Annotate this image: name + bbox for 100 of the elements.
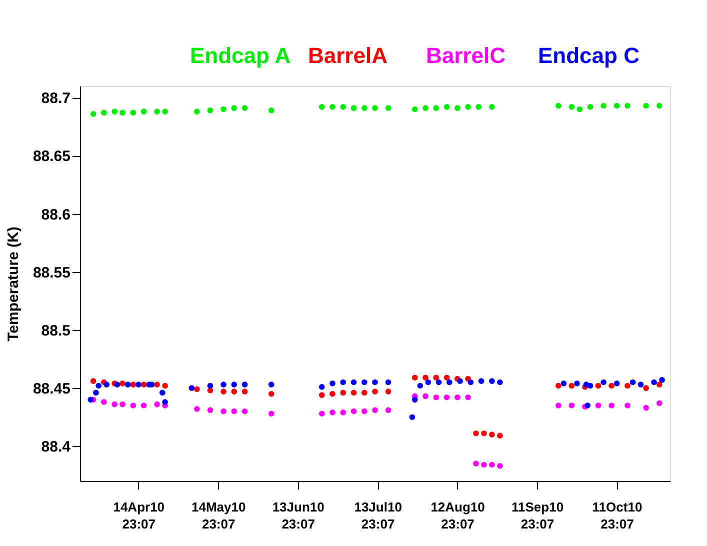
- point: [433, 105, 440, 111]
- x-tick-label: 13Jul10 23:07: [354, 500, 402, 532]
- point: [433, 394, 440, 400]
- point: [468, 379, 474, 386]
- point: [220, 388, 226, 394]
- point: [444, 394, 450, 400]
- point: [624, 402, 630, 408]
- point: [489, 104, 495, 110]
- point: [136, 382, 142, 388]
- point: [643, 404, 649, 411]
- point: [624, 102, 630, 109]
- point: [465, 104, 471, 110]
- point: [465, 394, 471, 400]
- point: [412, 106, 418, 112]
- point: [350, 379, 357, 386]
- x-tick-label: 11Oct10 23:07: [592, 500, 642, 532]
- point: [350, 408, 357, 414]
- point: [638, 382, 644, 388]
- point: [124, 382, 131, 388]
- point: [340, 104, 346, 110]
- point: [489, 462, 495, 468]
- point: [112, 108, 118, 114]
- point: [159, 390, 166, 396]
- point: [220, 382, 226, 388]
- point: [659, 377, 665, 383]
- point: [651, 379, 657, 386]
- point: [231, 105, 238, 111]
- point: [587, 382, 594, 389]
- point: [560, 380, 567, 386]
- point: [318, 104, 325, 110]
- point: [473, 460, 479, 466]
- point: [194, 386, 200, 392]
- x-tick-label: 11Sep10 23:07: [511, 500, 564, 532]
- point: [130, 402, 136, 408]
- point: [496, 462, 503, 469]
- point: [361, 379, 368, 386]
- x-tick-label: 12Aug10 23:07: [430, 500, 485, 532]
- point: [614, 102, 620, 109]
- point: [481, 430, 487, 436]
- point: [162, 399, 168, 405]
- point: [608, 382, 614, 389]
- point: [614, 380, 620, 386]
- point: [242, 408, 248, 414]
- point: [624, 382, 630, 389]
- text: BarrelA: [308, 43, 388, 68]
- point: [350, 105, 357, 111]
- point: [231, 408, 238, 414]
- point: [330, 104, 336, 110]
- point: [568, 402, 575, 408]
- point: [140, 108, 147, 114]
- point: [555, 382, 562, 389]
- point: [496, 432, 503, 439]
- point: [496, 379, 503, 386]
- point: [372, 379, 378, 386]
- point: [361, 105, 368, 111]
- point: [595, 402, 602, 408]
- point: [457, 378, 463, 384]
- y-tick-label: 88.6: [41, 206, 70, 224]
- y-tick-label: 88.7: [41, 90, 70, 108]
- point: [330, 410, 336, 416]
- point: [207, 107, 214, 114]
- point: [340, 390, 346, 396]
- point: [340, 379, 346, 386]
- series-label: Endcap A: [190, 43, 291, 68]
- text: BarrelC: [426, 43, 506, 68]
- point: [162, 108, 168, 114]
- point: [268, 382, 274, 388]
- point: [568, 104, 575, 110]
- point: [454, 105, 460, 111]
- point: [330, 390, 336, 397]
- point: [608, 402, 614, 408]
- point: [454, 394, 460, 400]
- point: [412, 374, 418, 381]
- point: [568, 382, 575, 389]
- point: [372, 388, 378, 394]
- point: [422, 374, 428, 381]
- point: [417, 382, 424, 389]
- point: [188, 385, 195, 391]
- point: [154, 382, 160, 388]
- text: Endcap C: [538, 43, 640, 68]
- point: [473, 430, 479, 436]
- point: [409, 414, 416, 420]
- point: [120, 380, 126, 386]
- y-tick-label: 88.55: [32, 264, 70, 282]
- point: [385, 379, 392, 386]
- point: [220, 408, 226, 414]
- point: [478, 378, 484, 384]
- y-axis-title: Temperature (K): [4, 226, 22, 342]
- point: [114, 382, 120, 388]
- point: [446, 379, 452, 386]
- point: [574, 380, 580, 386]
- point: [643, 102, 649, 109]
- point: [361, 408, 368, 414]
- point: [112, 401, 118, 408]
- point: [120, 110, 126, 116]
- point: [242, 388, 248, 394]
- point: [318, 392, 325, 398]
- point: [330, 380, 336, 386]
- point: [96, 382, 102, 389]
- point: [412, 396, 418, 403]
